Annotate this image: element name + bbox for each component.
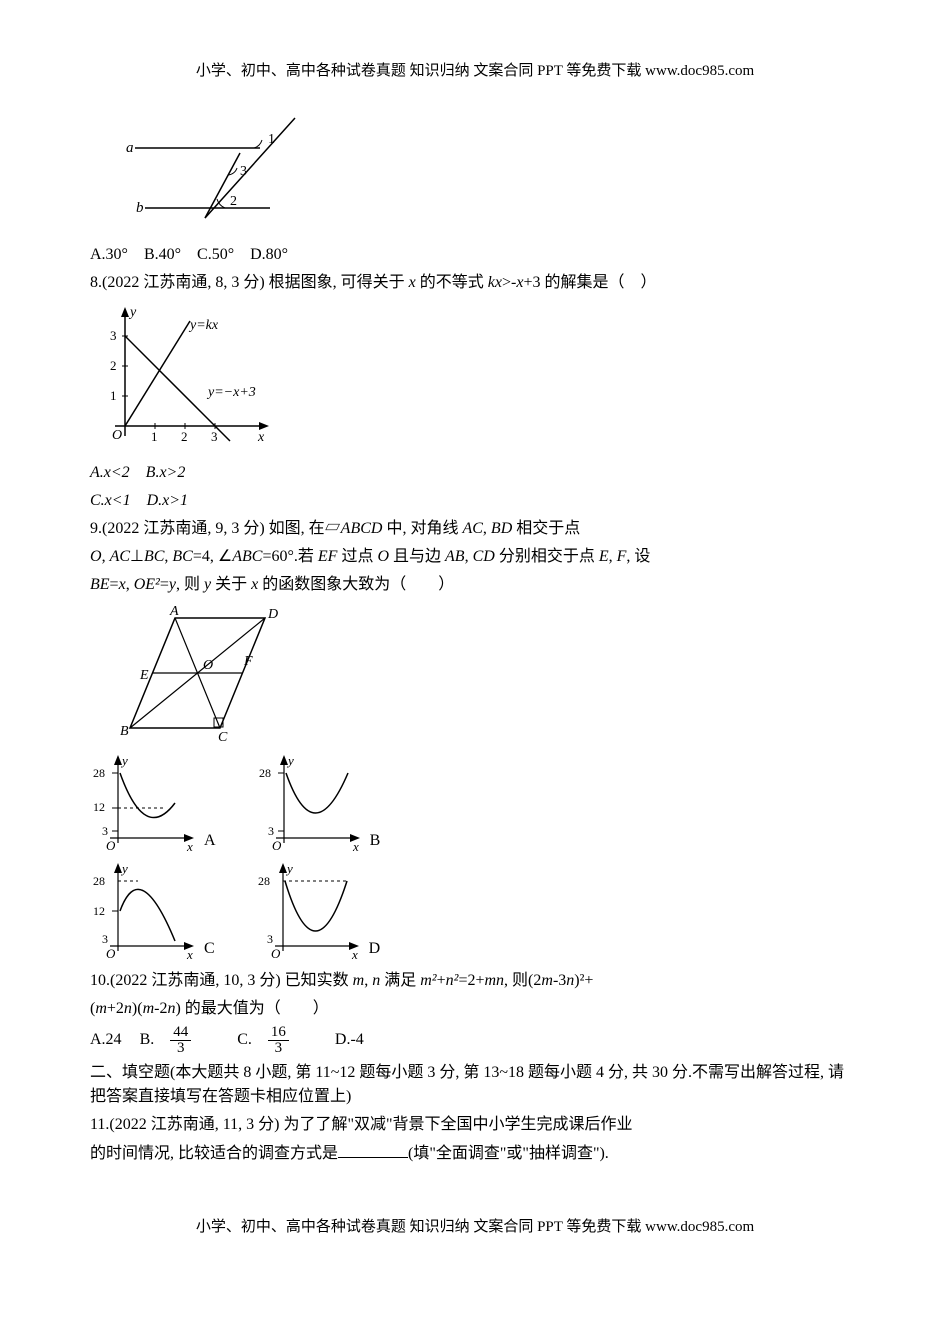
svg-text:2: 2 — [181, 429, 188, 444]
q9-opt-d-icon: 28 3 y x O — [255, 861, 365, 961]
svg-text:3: 3 — [267, 932, 273, 946]
q7-figure: a b 1 3 2 — [90, 113, 860, 233]
svg-text:x: x — [186, 839, 193, 853]
q9-opt-d-label: D — [369, 937, 381, 961]
svg-text:D: D — [267, 607, 278, 622]
q10-stem-2: (m+2n)(m-2n) 的最大值为（ ） — [90, 997, 860, 1021]
svg-text:3: 3 — [110, 328, 117, 343]
q7-options: A.30° B.40° C.50° D.80° — [90, 243, 860, 267]
svg-text:A: A — [169, 604, 179, 619]
svg-text:2: 2 — [110, 358, 117, 373]
q11-line1: 11.(2022 江苏南通, 11, 3 分) 为了了解"双减"背景下全国中小学… — [90, 1113, 860, 1137]
svg-text:x: x — [351, 947, 358, 961]
svg-text:y: y — [120, 861, 128, 876]
svg-text:O: O — [272, 838, 282, 853]
q9-stem-3: BE=x, OE²=y, 则 y 关于 x 的函数图象大致为（ ） — [90, 573, 860, 597]
svg-text:O: O — [203, 658, 213, 673]
q9-figure: A D B C E F O — [90, 603, 860, 743]
svg-text:y=−x+3: y=−x+3 — [206, 385, 256, 400]
svg-text:28: 28 — [93, 766, 105, 780]
svg-text:x: x — [257, 430, 265, 445]
svg-text:1: 1 — [268, 132, 275, 147]
q7-parallel-lines-icon: a b 1 3 2 — [90, 113, 320, 233]
svg-text:12: 12 — [93, 800, 105, 814]
svg-text:12: 12 — [93, 904, 105, 918]
svg-text:3: 3 — [240, 164, 247, 179]
svg-text:28: 28 — [259, 766, 271, 780]
svg-text:y: y — [285, 861, 293, 876]
q11-blank — [338, 1141, 408, 1158]
svg-text:O: O — [106, 946, 116, 961]
section2-heading: 二、填空题(本大题共 8 小题, 第 11~12 题每小题 3 分, 第 13~… — [90, 1061, 860, 1109]
q10-stem-1: 10.(2022 江苏南通, 10, 3 分) 已知实数 m, n 满足 m²+… — [90, 969, 860, 993]
q9-opt-a-icon: 28 12 3 y x O — [90, 753, 200, 853]
svg-text:b: b — [136, 200, 144, 216]
svg-text:F: F — [243, 654, 253, 669]
q9-opt-c-label: C — [204, 937, 215, 961]
q8-options-1: A.x<2 B.x>2 — [90, 461, 860, 485]
q9-stem-2: O, AC⊥BC, BC=4, ∠ABC=60°.若 EF 过点 O 且与边 A… — [90, 545, 860, 569]
q9-opt-c-icon: 28 12 3 y x O — [90, 861, 200, 961]
svg-text:28: 28 — [93, 874, 105, 888]
q8-options-2: C.x<1 D.x>1 — [90, 489, 860, 513]
q11-line2: 的时间情况, 比较适合的调查方式是(填"全面调查"或"抽样调查"). — [90, 1141, 860, 1166]
svg-text:O: O — [106, 838, 116, 853]
svg-text:1: 1 — [151, 429, 158, 444]
q9-parallelogram-icon: A D B C E F O — [90, 603, 290, 743]
q9-opt-b-icon: 28 3 y x O — [256, 753, 366, 853]
svg-text:x: x — [352, 839, 359, 853]
svg-text:3: 3 — [211, 429, 218, 444]
svg-text:y=kx: y=kx — [188, 318, 219, 333]
svg-text:B: B — [120, 724, 129, 739]
q9-stem-1: 9.(2022 江苏南通, 9, 3 分) 如图, 在▱ABCD 中, 对角线 … — [90, 517, 860, 541]
q9-options-row2: 28 12 3 y x O C 28 3 y x O D — [90, 861, 860, 961]
svg-text:x: x — [186, 947, 193, 961]
svg-text:1: 1 — [110, 388, 117, 403]
svg-text:C: C — [218, 730, 228, 743]
page-header: 小学、初中、高中各种试卷真题 知识归纳 文案合同 PPT 等免费下载 www.d… — [90, 60, 860, 83]
svg-text:y: y — [286, 753, 294, 768]
q8-graph-icon: 1 2 3 1 2 3 O y x y=kx y=−x+3 — [90, 301, 280, 451]
q9-opt-a-label: A — [204, 829, 216, 853]
svg-text:2: 2 — [230, 194, 237, 209]
svg-text:O: O — [271, 946, 281, 961]
q10-options: A.24 B.443 C.163 D.-4 — [90, 1025, 860, 1058]
svg-text:3: 3 — [268, 824, 274, 838]
svg-text:O: O — [112, 428, 122, 443]
svg-text:28: 28 — [258, 874, 270, 888]
q8-figure: 1 2 3 1 2 3 O y x y=kx y=−x+3 — [90, 301, 860, 451]
q9-opt-b-label: B — [370, 829, 381, 853]
svg-text:3: 3 — [102, 932, 108, 946]
page-footer: 小学、初中、高中各种试卷真题 知识归纳 文案合同 PPT 等免费下载 www.d… — [90, 1216, 860, 1239]
svg-text:a: a — [126, 140, 134, 156]
svg-text:3: 3 — [102, 824, 108, 838]
svg-text:y: y — [120, 753, 128, 768]
svg-text:E: E — [139, 668, 149, 683]
svg-text:y: y — [128, 305, 137, 320]
q9-options-row1: 28 12 3 y x O A 28 3 y x O B — [90, 753, 860, 853]
q8-stem: 8.(2022 江苏南通, 8, 3 分) 根据图象, 可得关于 x 的不等式 … — [90, 271, 860, 295]
